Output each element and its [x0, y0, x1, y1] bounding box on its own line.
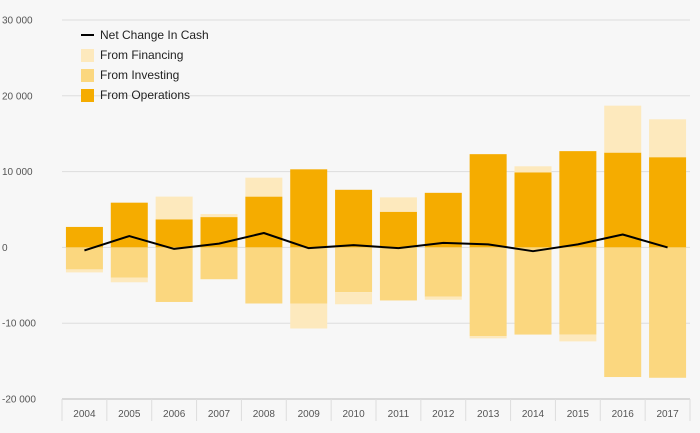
x-tick-label: 2012 [432, 409, 455, 420]
legend-label: From Financing [100, 48, 183, 62]
bar-from-investing-2013 [469, 247, 507, 337]
bar-from-operations-2009 [290, 169, 328, 248]
x-tick-label: 2016 [612, 409, 635, 420]
x-tick-label: 2005 [118, 409, 141, 420]
x-tick-label: 2017 [656, 409, 679, 420]
bar-from-investing-2008 [245, 247, 283, 304]
x-tick-label: 2015 [567, 409, 590, 420]
bar-from-financing-2016 [604, 105, 642, 153]
bar-from-operations-2015 [559, 151, 597, 248]
bar-from-financing-2014 [514, 166, 552, 173]
bar-from-investing-2011 [379, 247, 417, 301]
bar-from-financing-2005 [110, 277, 148, 283]
bar-from-investing-2017 [649, 247, 687, 378]
y-tick-label: 20 000 [2, 91, 33, 102]
bar-from-financing-2015 [559, 334, 597, 342]
bar-from-operations-2006 [155, 219, 193, 248]
bar-from-investing-2014 [514, 247, 552, 335]
bar-from-investing-2009 [290, 247, 328, 304]
bar-from-investing-2004 [65, 247, 103, 270]
x-tick-label: 2008 [253, 409, 276, 420]
bar-from-financing-2004 [65, 269, 103, 273]
bar-from-operations-2008 [245, 196, 283, 248]
x-tick-label: 2006 [163, 409, 186, 420]
bar-from-operations-2016 [604, 152, 642, 248]
bar-from-financing-2006 [155, 196, 193, 220]
bar-from-investing-2015 [559, 247, 597, 335]
bar-from-financing-2009 [290, 303, 328, 329]
line-layer [84, 231, 668, 253]
bar-from-operations-2017 [649, 157, 687, 248]
legend-label: From Investing [100, 68, 179, 82]
legend-swatch-box [81, 49, 94, 62]
x-tick-label: 2013 [477, 409, 500, 420]
legend-swatch-box [81, 69, 94, 82]
bar-from-financing-2012 [424, 296, 462, 300]
y-tick-label: -10 000 [2, 319, 36, 330]
bar-from-investing-2005 [110, 247, 148, 278]
bar-from-investing-2012 [424, 247, 462, 297]
x-tick-label: 2007 [208, 409, 231, 420]
x-tick-label: 2011 [388, 409, 410, 420]
series-line-net-change-in-cash [84, 231, 668, 253]
bar-from-investing-2010 [335, 247, 373, 293]
y-tick-label: 30 000 [2, 16, 33, 27]
bar-from-financing-2017 [649, 119, 687, 158]
y-tick-label: 10 000 [2, 167, 33, 178]
bar-from-financing-2013 [469, 336, 507, 339]
x-tick-label: 2009 [298, 409, 321, 420]
bar-from-investing-2007 [200, 247, 238, 280]
bar-from-operations-2011 [379, 211, 417, 248]
bar-from-operations-2013 [469, 154, 507, 248]
bar-from-operations-2007 [200, 217, 238, 248]
axis-layer: -20 000 -10 000 0 10 000 20 000 30 000 2004 200… [2, 16, 691, 421]
y-tick-label: 0 [2, 243, 8, 254]
x-tick-label: 2014 [522, 409, 545, 420]
bar-from-financing-2011 [379, 197, 417, 212]
bar-from-operations-2012 [424, 192, 462, 248]
x-tick-label: 2010 [342, 409, 365, 420]
legend-label: Net Change In Cash [100, 28, 209, 42]
bar-from-financing-2008 [245, 177, 283, 197]
legend: Net Change In Cash From Financing From Inv… [81, 28, 209, 102]
bar-from-operations-2010 [335, 189, 373, 248]
y-tick-label: -20 000 [2, 395, 36, 406]
bar-from-financing-2010 [335, 292, 373, 305]
x-tick-label: 2004 [73, 409, 96, 420]
bar-from-investing-2006 [155, 247, 193, 302]
bar-from-operations-2014 [514, 172, 552, 248]
legend-swatch-box [81, 89, 94, 102]
legend-label: From Operations [100, 88, 190, 102]
bar-from-financing-2007 [200, 214, 238, 218]
bar-from-investing-2016 [604, 247, 642, 378]
bar-from-operations-2004 [65, 226, 103, 248]
